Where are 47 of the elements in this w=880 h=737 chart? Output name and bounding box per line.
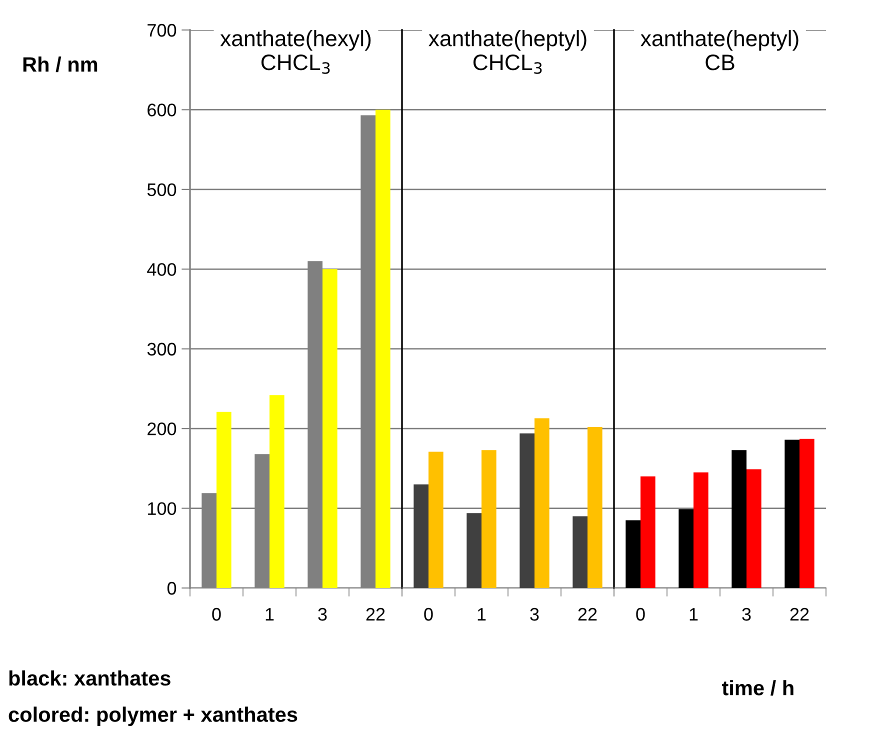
y-tick-label: 200 — [148, 422, 176, 436]
chart-title: xanthate(hexyl) CHCL$_{3}$ — [220, 30, 371, 74]
x-tick-label: 0 — [424, 608, 433, 621]
x-tick-label: 3 — [742, 608, 751, 621]
y-axis-title: Rh / nm — [23, 56, 98, 72]
x-tick-label: 1 — [478, 608, 486, 621]
x-tick-label: 22 — [790, 608, 809, 621]
text: colored: polymer + xanthates — [8, 706, 298, 726]
x-tick-label: 3 — [530, 608, 539, 621]
bar — [322, 269, 338, 588]
bar — [428, 452, 444, 588]
x-tick-label: 22 — [366, 608, 385, 621]
x-axis-title: time / h — [722, 680, 794, 696]
bar — [414, 484, 428, 588]
bar — [640, 476, 656, 588]
x-tick-label: 0 — [636, 608, 645, 621]
x-tick-label: 1 — [690, 608, 698, 621]
y-tick-label: 0 — [167, 582, 176, 595]
bar — [588, 426, 602, 588]
bar — [784, 440, 800, 588]
x-tick-label: 0 — [212, 608, 221, 621]
bar — [746, 469, 762, 588]
bar — [520, 433, 534, 588]
y-tick-label: 500 — [147, 183, 176, 196]
chart-title: xanthate(heptyl) CHCL$_{3}$ — [428, 30, 586, 74]
bar — [482, 450, 496, 588]
bar — [732, 450, 746, 588]
bar — [534, 418, 550, 588]
bar — [678, 509, 694, 588]
bar — [800, 438, 814, 588]
chart-title: xanthate(heptyl) CB — [640, 30, 798, 70]
x-tick-label: 3 — [318, 608, 327, 621]
y-tick-label: 100 — [148, 502, 176, 516]
bar — [572, 516, 588, 588]
y-tick-label: 300 — [147, 342, 176, 356]
x-tick-label: 1 — [266, 608, 274, 621]
bar — [466, 513, 482, 588]
y-tick-label: 400 — [147, 263, 176, 276]
x-tick-label: 22 — [578, 608, 597, 621]
bar — [216, 412, 232, 588]
bar — [694, 472, 708, 588]
bar — [376, 110, 390, 588]
y-tick-label: 700 — [148, 24, 176, 37]
bar — [270, 395, 284, 588]
bar — [626, 520, 640, 588]
text: black: xanthates — [9, 670, 170, 686]
y-tick-label: 600 — [148, 104, 176, 116]
